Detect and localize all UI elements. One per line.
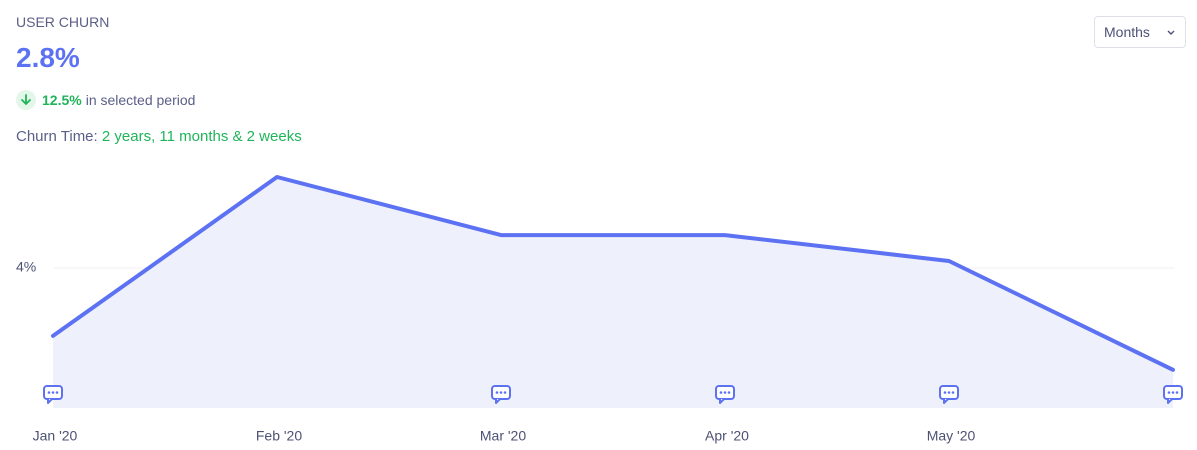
comment-tail — [495, 398, 501, 404]
down-arrow-icon — [16, 90, 36, 110]
comment-dot — [723, 391, 727, 394]
churn-value: 2 years, 11 months & 2 weeks — [101, 128, 302, 145]
x-tick-label: Mar '20 — [480, 428, 526, 444]
comment-dot — [1175, 391, 1179, 394]
comment-icon — [1163, 385, 1183, 404]
comment-tail — [943, 398, 949, 404]
kpi-value: 2.8% — [16, 42, 80, 73]
comment-tail — [47, 398, 53, 404]
widget-title: USER CHURN — [16, 14, 110, 30]
comment-dot — [1167, 391, 1171, 394]
comment-dot — [727, 391, 731, 394]
comment-icon — [939, 385, 959, 404]
comment-tail — [719, 398, 725, 404]
comment-dot — [943, 391, 947, 394]
period-dropdown[interactable]: Months — [1094, 16, 1186, 48]
x-tick-label: May '20 — [927, 428, 976, 444]
comment-dot — [55, 391, 59, 394]
comment-icon — [491, 385, 511, 404]
churn-row: Churn Time: 2 years, 11 months & 2 weeks — [16, 128, 302, 145]
y-tick-label: 4% — [16, 259, 36, 275]
x-tick-label: Feb '20 — [256, 428, 302, 444]
line — [51, 175, 1175, 372]
comment-dot — [499, 391, 503, 394]
dropdown-label[interactable]: Months — [1104, 24, 1150, 40]
comment-dot — [1171, 391, 1175, 394]
churn-label: Churn Time: — [16, 128, 98, 145]
comment-dot — [951, 391, 955, 394]
change-row: 12.5% in selected period — [16, 90, 195, 110]
area-fill — [53, 177, 1173, 408]
change-text: in selected period — [85, 92, 196, 108]
comment-dot — [503, 391, 507, 394]
comment-icon — [715, 385, 735, 404]
comment-dot — [719, 391, 723, 394]
comment-dot — [51, 391, 55, 394]
x-tick-label: Apr '20 — [705, 428, 749, 444]
comment-dot — [495, 391, 499, 394]
comment-dot — [47, 391, 51, 394]
comment-tail — [1167, 398, 1173, 404]
comment-icon — [43, 385, 63, 404]
comment-dot — [947, 391, 951, 394]
x-tick-label: Jan '20 — [33, 428, 78, 444]
change-value: 12.5% — [42, 92, 82, 108]
